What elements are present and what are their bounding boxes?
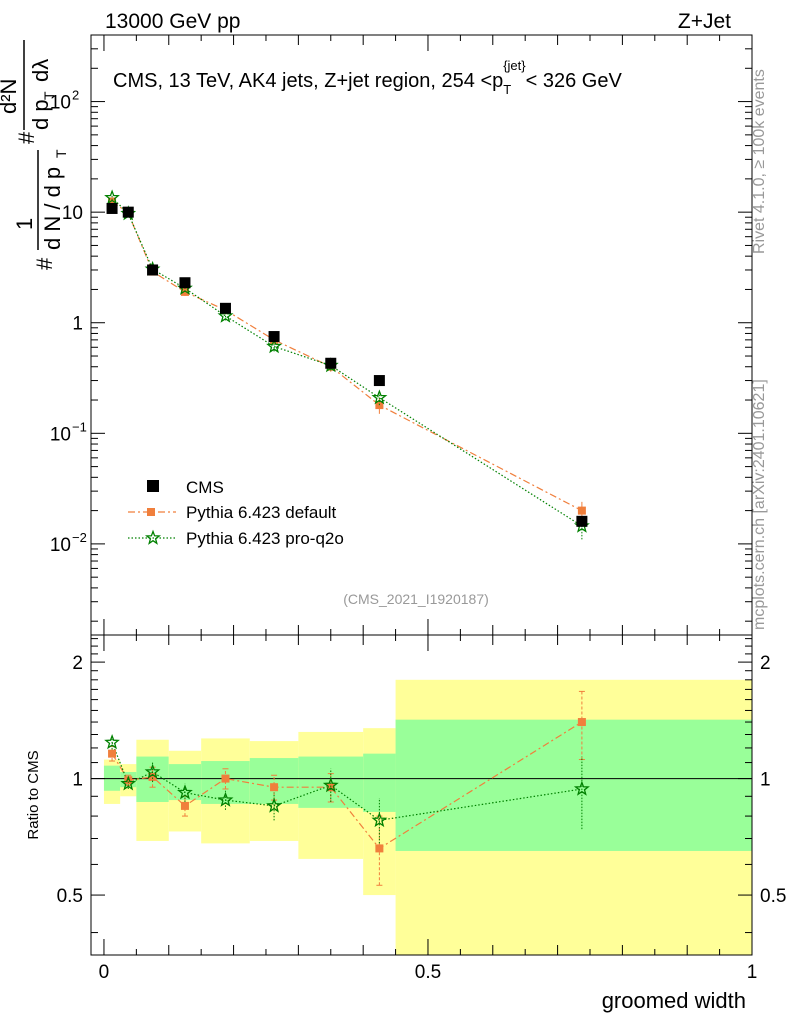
ratio-default-point [108, 749, 117, 758]
header-right: Z+Jet [678, 10, 731, 33]
ratio-proq2o-point [573, 780, 590, 796]
ratio-proq2o-point [120, 775, 137, 791]
ratio-y-tick-label: 0.5 [57, 886, 83, 907]
ratio-default-point [124, 776, 133, 785]
main-y-tick-exponent: −1 [72, 419, 87, 434]
main-y-tick-label: 10 [50, 424, 71, 445]
ratio-default-point [221, 774, 230, 783]
cms-point [325, 357, 337, 369]
ylabel-dp-sub: T [41, 91, 57, 100]
proq2o-point [266, 338, 283, 354]
plot-title-sup: {jet} [503, 58, 526, 73]
x-tick-label: 0 [99, 962, 110, 983]
ratio-proq2o-point [177, 784, 193, 800]
ratio-default-line [111, 721, 583, 850]
legend-default-label: Pythia 6.423 default [186, 503, 337, 522]
legend: CMS Pythia 6.423 default Pythia 6.423 pr… [128, 478, 344, 548]
main-y-tick-label: 10 [50, 535, 71, 556]
ratio-marks [104, 690, 590, 886]
ratio-proq2o-point [371, 811, 388, 828]
cms-point [179, 277, 191, 289]
proq2o-point [217, 307, 234, 323]
ratio-band-inner [249, 758, 299, 804]
default-point [108, 197, 117, 206]
ratio-default-point [577, 718, 586, 727]
x-axis-label: groomed width [602, 988, 746, 1013]
main-y-tick-exponent: −2 [72, 530, 87, 545]
ratio-band-inner [168, 764, 202, 801]
ratio-y-tick-label: 1 [72, 770, 83, 791]
ratio-axes: 2 2 1 1 0.5 0.5 0 0.5 1 [57, 635, 786, 983]
ratio-default-point [180, 801, 189, 810]
cms-point [373, 375, 385, 387]
main-y-tick-label: 10 [62, 203, 83, 224]
ratio-default-point [375, 844, 384, 853]
plot-title-pre: CMS, 13 TeV, AK4 jets, Z+jet region, 254… [113, 70, 503, 92]
ylabel-den-sub: T [53, 149, 69, 158]
ylabel-numerator: d²N [0, 79, 21, 114]
ratio-default-point [148, 772, 157, 781]
cms-point [576, 515, 588, 527]
ratio-y-tick-label-right: 1 [760, 770, 771, 791]
main-y-tick-label: 1 [72, 314, 83, 335]
default-point [577, 506, 586, 515]
legend-cms-marker [147, 480, 159, 492]
ratio-y-tick-label: 2 [72, 653, 83, 674]
plot-title-sub: T [503, 82, 511, 97]
mcplots-label: mcplots.cern.ch [arXiv:2401.10621] [751, 379, 768, 630]
ratio-bands [103, 679, 752, 955]
legend-default-marker [147, 508, 155, 516]
cms-point [106, 202, 118, 214]
ylabel-hash: # [32, 257, 57, 270]
ratio-band-inner [363, 753, 396, 812]
main-y-axis-label: # 1 d N / d p T # d²N d p T dλ [0, 40, 69, 270]
legend-cms-label: CMS [186, 478, 224, 497]
ratio-default-point [270, 783, 279, 792]
main-y-tick-exponent: 2 [72, 88, 79, 103]
header-left: 13000 GeV pp [105, 10, 240, 33]
analysis-id-watermark: (CMS_2021_I1920187) [343, 591, 489, 607]
plot-title-post: < 326 GeV [526, 70, 623, 92]
main-marks [104, 189, 590, 540]
ratio-proq2o-point [322, 777, 339, 793]
default-series-line [111, 200, 583, 512]
ratio-proq2o-point [266, 797, 283, 813]
ratio-proq2o-point [217, 791, 234, 807]
ylabel-one: 1 [12, 218, 37, 230]
ratio-y-axis-label: Ratio to CMS [25, 750, 42, 839]
proq2o-series-line [111, 197, 583, 527]
ylabel-dp: d p [28, 99, 53, 130]
ratio-default-point [326, 783, 335, 792]
main-y-tick-label: 10 [50, 93, 71, 114]
legend-proq2o-marker [145, 529, 161, 545]
plot-title: CMS, 13 TeV, AK4 jets, Z+jet region, 254… [113, 58, 622, 97]
cms-point [219, 302, 231, 314]
ratio-proq2o-point [104, 734, 120, 750]
ylabel-dlambda: dλ [28, 59, 53, 82]
ratio-y-tick-label-right: 0.5 [760, 886, 786, 907]
proq2o-point [371, 389, 388, 405]
ratio-band-inner [395, 719, 752, 851]
ylabel-denominator: d N / d p [40, 167, 65, 250]
cms-point [147, 264, 159, 276]
rivet-version-label: Rivet 4.1.0, ≥ 100k events [751, 69, 768, 254]
x-tick-label: 1 [747, 962, 758, 983]
legend-proq2o-label: Pythia 6.423 pro-q2o [186, 529, 344, 548]
ratio-y-tick-label-right: 2 [760, 653, 771, 674]
cms-point [268, 331, 280, 343]
ratio-proq2o-point [144, 763, 161, 779]
cms-point [122, 206, 134, 218]
x-tick-label: 0.5 [415, 962, 441, 983]
proq2o-point [104, 189, 120, 205]
ratio-plot-frame [90, 634, 753, 956]
ylabel-hash-2: # [14, 131, 39, 144]
